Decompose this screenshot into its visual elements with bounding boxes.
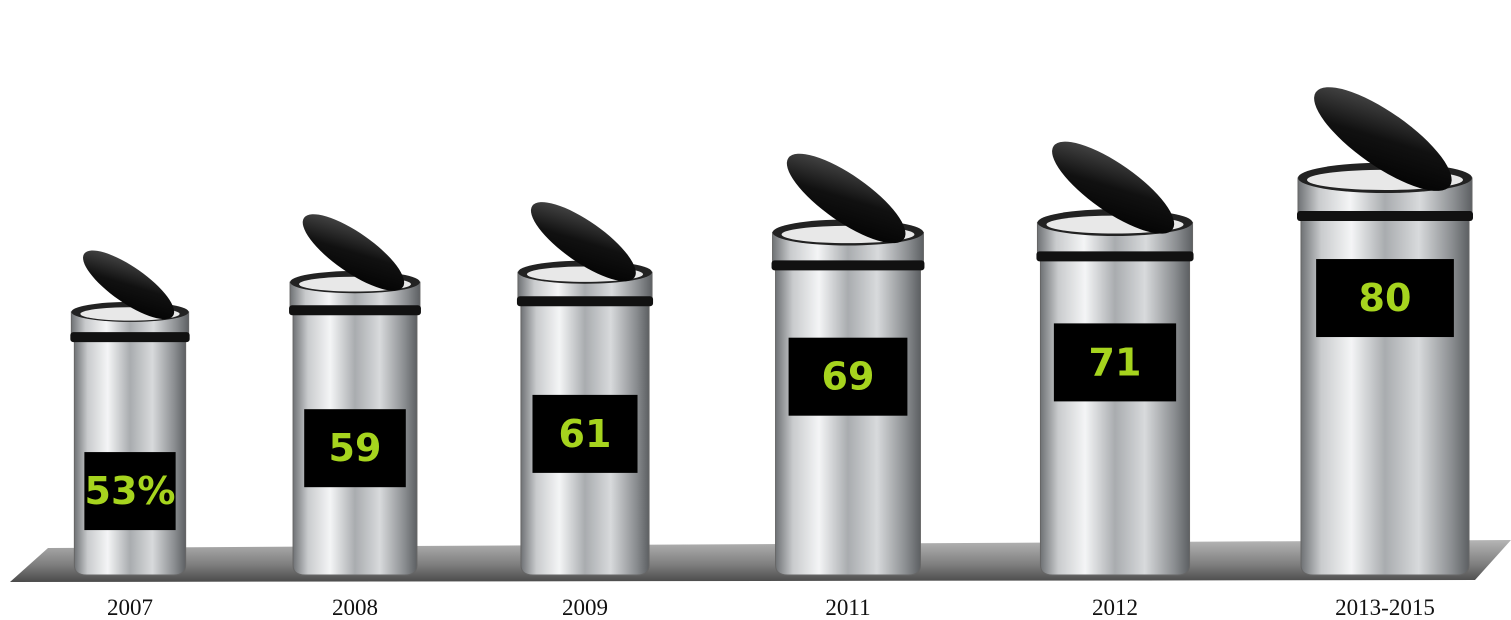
category-label: 2013-2015	[1335, 595, 1435, 620]
category-label: 2012	[1092, 595, 1138, 620]
trash-can: 53%	[70, 250, 190, 576]
can-band	[1036, 251, 1194, 262]
cans: 53% 59 61 69 71 80	[70, 87, 1473, 576]
value-label: 53%	[85, 469, 176, 513]
trash-can: 59	[289, 214, 421, 576]
trash-can: 69	[771, 153, 925, 576]
can-band	[1297, 210, 1473, 221]
category-label: 2007	[107, 595, 153, 620]
shelf	[10, 540, 1511, 582]
category-label: 2008	[332, 595, 378, 620]
label-box	[84, 452, 176, 531]
can-lid	[1052, 141, 1175, 234]
can-lid	[302, 214, 405, 291]
can-band	[289, 305, 421, 316]
trash-can: 61	[516, 202, 654, 576]
value-label: 71	[1089, 340, 1142, 384]
can-lid	[530, 202, 636, 282]
can-lid	[83, 250, 175, 320]
label-box	[304, 409, 406, 488]
can-lid	[786, 153, 906, 244]
label-box	[788, 337, 908, 416]
label-box	[532, 394, 638, 473]
can-body	[775, 264, 921, 576]
can-band	[771, 260, 925, 271]
label-box	[1316, 259, 1454, 338]
category-label: 2011	[825, 595, 870, 620]
can-band	[516, 296, 654, 307]
value-label: 59	[329, 426, 382, 470]
value-label: 80	[1359, 276, 1412, 320]
label-box	[1053, 323, 1177, 402]
value-label: 69	[822, 355, 875, 399]
trash-can: 80	[1297, 87, 1473, 576]
can-lid	[1314, 87, 1452, 191]
category-label: 2009	[562, 595, 608, 620]
can-band	[70, 332, 190, 343]
trash-can: 71	[1036, 141, 1194, 576]
can-body	[1039, 255, 1191, 576]
value-label: 61	[559, 412, 612, 456]
